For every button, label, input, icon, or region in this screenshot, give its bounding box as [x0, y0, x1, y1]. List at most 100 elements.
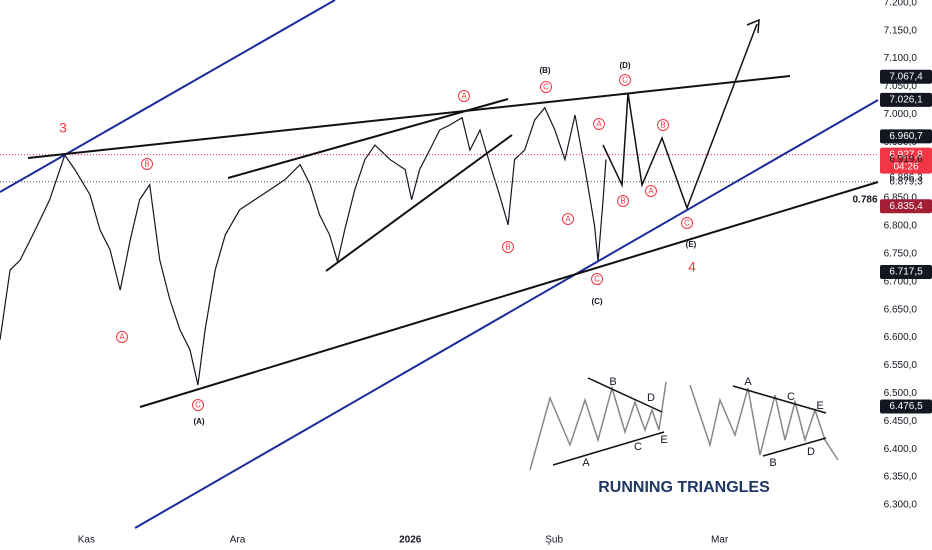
price-tag-label: 6.927,8	[889, 149, 923, 160]
circled-label: A	[596, 120, 602, 129]
y-tick-label: 6.300,0	[884, 500, 918, 511]
inset-label: E	[660, 434, 667, 446]
wave-label: (D)	[619, 61, 630, 70]
price-tag-label: 6.717,5	[889, 267, 923, 278]
x-tick-label: Kas	[78, 535, 95, 546]
channel-line	[134, 99, 879, 529]
circled-label: A	[565, 215, 571, 224]
y-tick-label: 6.650,0	[884, 304, 918, 315]
y-tick-label: 6.600,0	[884, 332, 918, 343]
wave-circle	[593, 118, 605, 130]
y-tick-label: 6.700,0	[884, 276, 918, 287]
fib-label: 0.786	[852, 195, 877, 206]
circled-label: A	[648, 187, 654, 196]
y-tick-label: 6.350,0	[884, 472, 918, 483]
y-tick-label: 6.400,0	[884, 444, 918, 455]
wave-circle	[116, 331, 128, 343]
triangle-line	[552, 431, 665, 466]
wave-label: (B)	[539, 66, 550, 75]
x-tick-label: 2026	[399, 535, 422, 546]
triangle-line	[762, 437, 827, 457]
trend-line	[27, 75, 791, 159]
y-tick-label: 6.450,0	[884, 416, 918, 427]
circled-label: C	[195, 401, 201, 410]
y-tick-label: 6.850,0	[884, 193, 918, 204]
y-tick-label: 6.750,0	[884, 249, 918, 260]
wave-circle	[540, 81, 552, 93]
wave-circle	[562, 213, 574, 225]
price-tag	[880, 265, 932, 280]
price-tag-time: 04:26	[893, 161, 918, 172]
triangle-line	[732, 385, 827, 414]
y-tick-label: 6.800,0	[884, 221, 918, 232]
wave-circle	[502, 241, 514, 253]
x-tick-label: Mar	[711, 535, 729, 546]
price-tag	[880, 69, 932, 84]
y-tick-label: 7.150,0	[884, 25, 918, 36]
circled-label: A	[461, 92, 467, 101]
wave-circle	[657, 119, 669, 131]
wave	[529, 381, 667, 471]
trend-line	[139, 181, 879, 408]
inset-label: C	[634, 441, 642, 453]
inset: RUNNING TRIANGLES B D A C E A C E B D	[507, 360, 861, 502]
projection	[602, 23, 758, 211]
trend-line	[325, 134, 513, 272]
wave-label: (E)	[686, 240, 697, 249]
inset-label: E	[816, 400, 823, 412]
inset-label: A	[744, 376, 752, 388]
arrow-head	[746, 18, 760, 34]
degree-label: 4	[688, 259, 696, 275]
y-tick-label: 6.500,0	[884, 388, 918, 399]
circled-label: B	[660, 121, 665, 130]
y-tick-label: 7.200,0	[884, 0, 918, 8]
inset-label: A	[582, 457, 590, 469]
wave-label: (C)	[591, 297, 602, 306]
price-line	[0, 106, 607, 386]
inset-label: D	[807, 446, 815, 458]
wave-label: (A)	[193, 417, 204, 426]
circled-label: B	[620, 197, 625, 206]
trend-line	[227, 98, 509, 179]
price-tag-label: 6.476,5	[889, 401, 923, 412]
x-tick-label: Şub	[545, 535, 563, 546]
wave-circle	[619, 74, 631, 86]
channel-line	[0, 0, 336, 193]
price-tag	[880, 399, 932, 414]
circled-label: C	[622, 76, 628, 85]
y-tick-label: 6.550,0	[884, 360, 918, 371]
wave-circle	[681, 217, 693, 229]
wave-circle	[617, 195, 629, 207]
inset-label: B	[609, 376, 616, 388]
circled-label: A	[119, 333, 125, 342]
price-tag-label: 7.026,1	[889, 94, 923, 105]
inset-title: RUNNING TRIANGLES	[598, 479, 770, 496]
price-tag-label: 7.067,4	[889, 71, 923, 82]
price-tag-label: 6.919,6	[889, 154, 923, 165]
x-tick-label: Ara	[230, 535, 246, 546]
circled-label: C	[594, 275, 600, 284]
wave-circle	[645, 185, 657, 197]
price-tag-label: 6.835,4	[889, 201, 923, 212]
inset-label: B	[769, 457, 776, 469]
circled-label: B	[144, 160, 149, 169]
inset-label: D	[647, 392, 655, 404]
inset-label: C	[787, 391, 795, 403]
price-tag	[880, 147, 932, 174]
price-tag	[880, 199, 932, 214]
y-tick-label: 7.100,0	[884, 53, 918, 64]
y-tick-label: 7.050,0	[884, 81, 918, 92]
wave-circle	[591, 273, 603, 285]
trend-lines	[0, 0, 879, 529]
price-tag-label: 6.879,3	[889, 176, 923, 187]
circled-label: C	[543, 83, 549, 92]
circled-label: B	[505, 243, 510, 252]
circled-label: C	[684, 219, 690, 228]
price-tag-label: 6.886,3	[889, 172, 923, 183]
y-tick-label: 7.000,0	[884, 109, 918, 120]
price-tag	[880, 92, 932, 107]
wave-circle	[458, 90, 470, 102]
price-tag-label: 6.960,7	[889, 131, 923, 142]
wave-circle	[141, 158, 153, 170]
